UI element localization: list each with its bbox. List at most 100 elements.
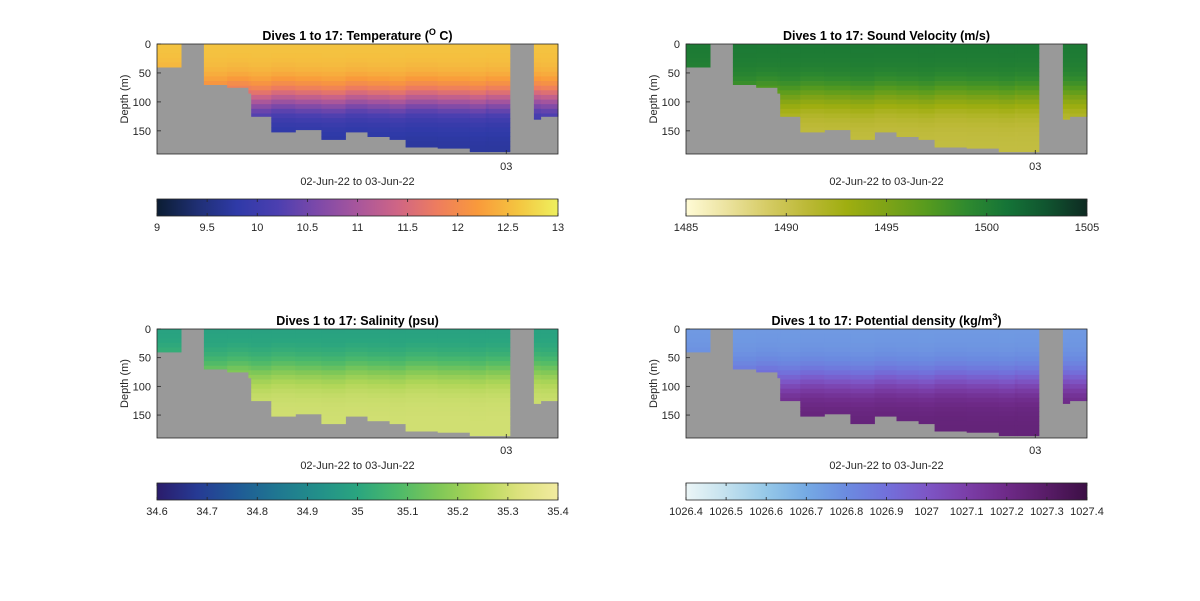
- heatmap-cell: [321, 62, 346, 68]
- heatmap-cell: [251, 53, 272, 59]
- heatmap-cell: [686, 44, 711, 49]
- colorbar-tick-label: 34.8: [247, 506, 268, 518]
- heatmap-cell: [756, 347, 778, 353]
- heatmap-cell: [850, 136, 875, 140]
- heatmap-cell: [469, 361, 487, 367]
- heatmap-cell: [918, 44, 935, 49]
- heatmap-cell: [469, 104, 487, 110]
- heatmap-cell: [732, 44, 757, 49]
- heatmap-cell: [540, 76, 559, 82]
- heatmap-cell: [934, 141, 968, 147]
- heatmap-cell: [850, 370, 875, 376]
- heatmap-cell: [934, 411, 968, 417]
- heatmap-cell: [488, 434, 511, 437]
- heatmap-cell: [780, 379, 801, 385]
- heatmap-cell: [780, 62, 801, 68]
- heatmap-cell: [1062, 81, 1071, 87]
- heatmap-cell: [295, 397, 322, 403]
- heatmap-cell: [469, 62, 487, 68]
- heatmap-cell: [533, 365, 542, 371]
- heatmap-cell: [405, 71, 439, 77]
- heatmap-cell: [850, 132, 875, 137]
- heatmap-cell: [934, 136, 968, 142]
- heatmap-cell: [850, 384, 875, 390]
- heatmap-cell: [271, 356, 296, 362]
- heatmap-cell: [389, 347, 406, 353]
- heatmap-cell: [800, 393, 825, 399]
- heatmap-cell: [437, 76, 471, 82]
- heatmap-cell: [295, 374, 322, 380]
- heatmap-cell: [918, 81, 935, 87]
- heatmap-cell: [756, 338, 778, 344]
- heatmap-cell: [686, 333, 711, 339]
- heatmap-cell: [533, 397, 542, 403]
- heatmap-cell: [824, 85, 851, 91]
- heatmap-cell: [896, 393, 919, 399]
- heatmap-cell: [488, 136, 511, 142]
- heatmap-cell: [485, 338, 489, 344]
- heatmap-cell: [203, 338, 228, 344]
- heatmap-cell: [1017, 397, 1040, 403]
- heatmap-cell: [780, 397, 801, 402]
- heatmap-cell: [488, 379, 511, 385]
- heatmap-cell: [824, 370, 851, 376]
- heatmap-cell: [966, 81, 1000, 87]
- heatmap-cell: [540, 374, 559, 380]
- heatmap-cell: [437, 379, 471, 385]
- heatmap-cell: [1014, 430, 1018, 435]
- heatmap-cell: [824, 71, 851, 77]
- heatmap-cell: [321, 361, 346, 367]
- colorbar-tick-label: 1027.4: [1070, 506, 1104, 518]
- heatmap-cell: [437, 430, 471, 433]
- heatmap-cell: [367, 104, 390, 110]
- heatmap-cell: [389, 48, 406, 54]
- heatmap-cell: [780, 347, 801, 353]
- heatmap-cell: [389, 342, 406, 348]
- heatmap-cell: [533, 108, 542, 114]
- heatmap-cell: [437, 81, 471, 87]
- chart-title: Dives 1 to 17: Temperature (O C): [262, 27, 452, 43]
- heatmap-cell: [824, 361, 851, 367]
- heatmap-cell: [1014, 85, 1018, 91]
- heatmap-cell: [934, 85, 968, 91]
- heatmap-cell: [874, 94, 897, 100]
- heatmap-cell: [271, 379, 296, 385]
- heatmap-cell: [437, 53, 471, 59]
- heatmap-cell: [800, 76, 825, 82]
- heatmap-cell: [966, 62, 1000, 68]
- heatmap-cell: [1062, 379, 1071, 385]
- heatmap-cell: [824, 67, 851, 73]
- heatmap-cell: [998, 44, 1016, 49]
- heatmap-cell: [405, 351, 439, 357]
- heatmap-cell: [345, 384, 368, 390]
- heatmap-cell: [1017, 127, 1040, 133]
- x-axis-label: 02-Jun-22 to 03-Jun-22: [829, 460, 943, 472]
- heatmap-cell: [295, 365, 322, 371]
- heatmap-cell: [732, 351, 757, 357]
- colorbar-tick-label: 1026.8: [830, 506, 864, 518]
- heatmap-cell: [1062, 53, 1071, 59]
- heatmap-cell: [203, 62, 228, 68]
- heatmap-cell: [1014, 67, 1018, 73]
- heatmap-cell: [966, 425, 1000, 431]
- heatmap-cell: [896, 365, 919, 371]
- heatmap-cell: [321, 57, 346, 63]
- heatmap-cell: [345, 338, 368, 344]
- heatmap-cell: [1014, 347, 1018, 353]
- heatmap-cell: [934, 342, 968, 348]
- heatmap-cell: [345, 127, 368, 133]
- heatmap-cell: [389, 356, 406, 362]
- heatmap-cell: [251, 48, 272, 54]
- heatmap-cell: [874, 370, 897, 376]
- heatmap-cell: [271, 361, 296, 367]
- heatmap-cell: [405, 342, 439, 348]
- heatmap-cell: [389, 53, 406, 59]
- heatmap-cell: [295, 402, 322, 408]
- heatmap-cell: [934, 48, 968, 54]
- heatmap-cell: [321, 384, 346, 390]
- heatmap-cell: [540, 81, 559, 87]
- heatmap-cell: [227, 57, 249, 63]
- heatmap-cell: [756, 329, 778, 334]
- heatmap-cell: [271, 44, 296, 49]
- heatmap-cell: [850, 57, 875, 63]
